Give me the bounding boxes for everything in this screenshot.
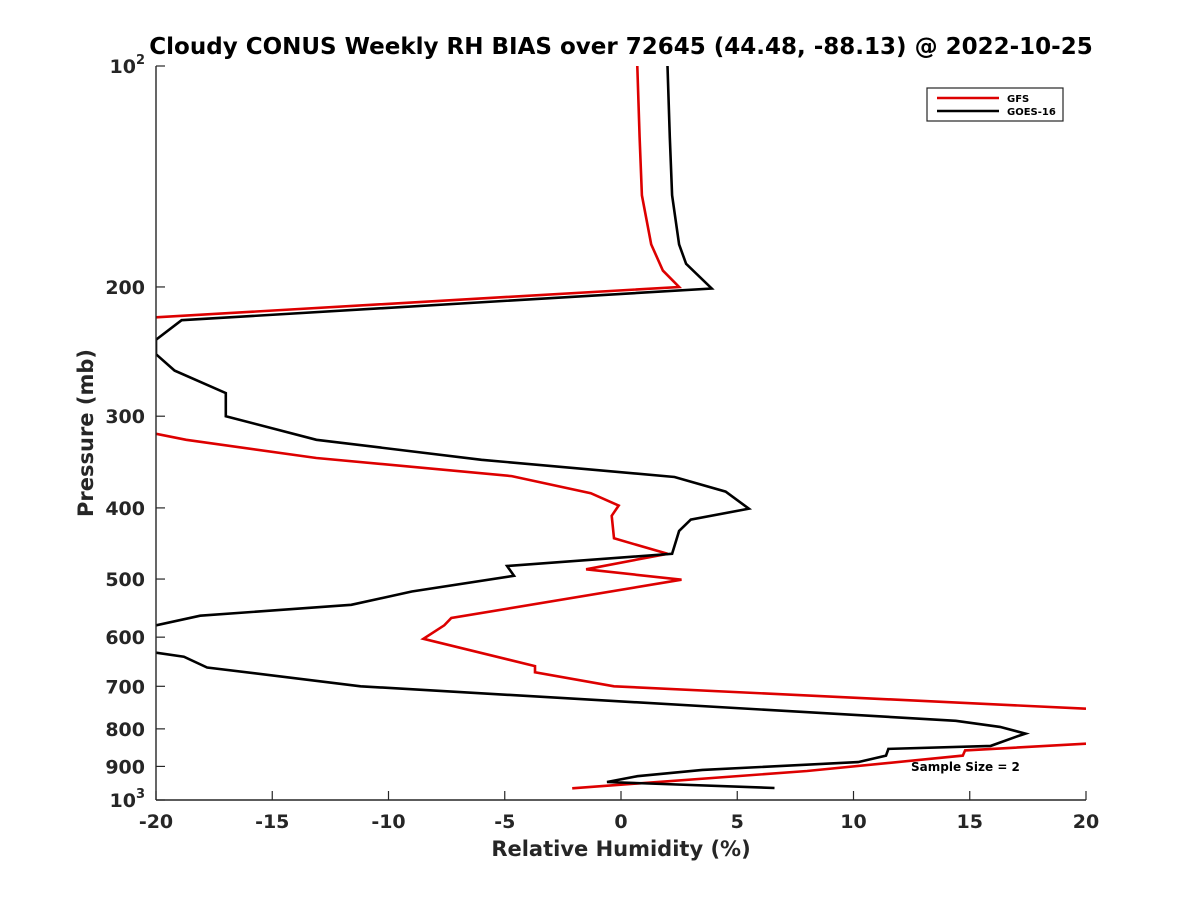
legend-box: [926, 87, 1064, 122]
legend-label: GOES-16: [1007, 107, 1056, 118]
x-tick-label: 10: [840, 811, 866, 833]
series-line-gfs: [156, 66, 1086, 790]
series-segment: [156, 66, 753, 627]
y-tick-label: 600: [105, 627, 145, 649]
y-axis-label: Pressure (mb): [74, 349, 98, 517]
x-axis-label: Relative Humidity (%): [491, 837, 750, 861]
x-tick-label: 0: [614, 811, 627, 833]
y-tick-label: 700: [105, 676, 145, 698]
x-tick-label: -15: [255, 811, 289, 833]
legend-item: GOES-16: [937, 107, 1056, 118]
y-tick-label: 102: [110, 53, 146, 78]
x-tick-label: 20: [1073, 811, 1099, 833]
legend-item: GFS: [937, 94, 1029, 105]
y-tick-label: 400: [105, 498, 145, 520]
sample-size-annotation: Sample Size = 2: [911, 760, 1020, 774]
x-tick-label: -5: [494, 811, 515, 833]
y-tick-label: 900: [105, 756, 145, 778]
legend-label: GFS: [1007, 94, 1029, 105]
y-tick-label: 800: [105, 719, 145, 741]
y-tick-label: 300: [105, 406, 145, 428]
series-segment: [156, 432, 1086, 710]
chart-title: Cloudy CONUS Weekly RH BIAS over 72645 (…: [149, 34, 1092, 60]
series-segment: [572, 742, 1086, 790]
series-segment: [156, 66, 683, 319]
series-segment: [156, 651, 1031, 790]
series-line-goes-16: [156, 66, 1031, 790]
legend: GFS GOES-16: [926, 87, 1064, 122]
x-tick-label: -20: [139, 811, 173, 833]
x-tick-label: 15: [957, 811, 983, 833]
y-tick-label: 200: [105, 277, 145, 299]
y-tick-label: 103: [110, 787, 146, 812]
x-tick-label: -10: [371, 811, 405, 833]
plot-area: -20 -15 -10 -5 0 5 10 15 20 102 200 300 400 500 600 700…: [105, 53, 1099, 833]
x-tick-label: 5: [731, 811, 744, 833]
y-tick-label: 500: [105, 569, 145, 591]
